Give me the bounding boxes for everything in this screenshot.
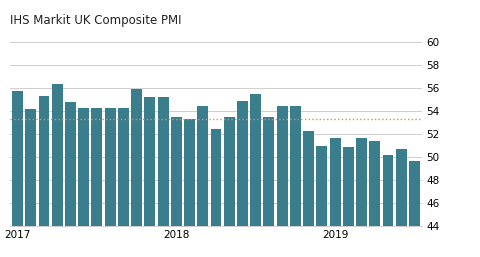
Bar [409,161,420,226]
Bar [343,147,354,226]
Bar [383,155,394,226]
Bar [290,106,301,226]
Bar [237,101,248,226]
Bar [118,108,129,226]
Bar [171,117,182,226]
Bar [250,94,261,226]
Bar [211,128,221,226]
Bar [65,102,76,226]
Bar [264,117,275,226]
Bar [303,131,314,226]
Bar [78,108,89,226]
Bar [277,106,288,226]
Bar [52,84,63,226]
Bar [131,89,142,226]
Bar [197,106,208,226]
Bar [92,108,102,226]
Bar [330,138,340,226]
Bar [224,117,235,226]
Bar [12,90,23,226]
Text: IHS Markit UK Composite PMI: IHS Markit UK Composite PMI [10,14,181,27]
Bar [157,97,168,226]
Bar [316,146,327,226]
Bar [25,109,36,226]
Bar [105,108,116,226]
Bar [38,96,49,226]
Bar [184,119,195,226]
Bar [144,97,155,226]
Bar [396,149,407,226]
Bar [369,141,380,226]
Bar [356,138,367,226]
